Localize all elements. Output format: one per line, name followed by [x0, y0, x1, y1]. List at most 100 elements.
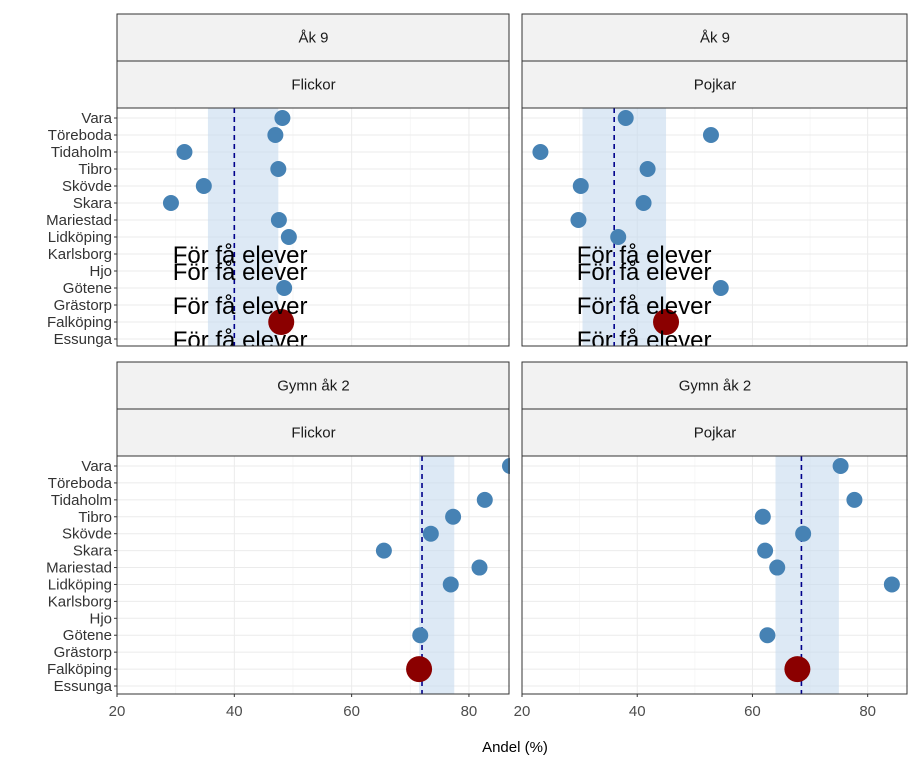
panel-4: Gymn åk 2 Pojkar 20 40 60 80: [514, 361, 908, 720]
point-lidköping: [883, 576, 900, 593]
point-töreboda: [267, 127, 284, 143]
y-tick-label: Mariestad: [46, 560, 112, 577]
y-tick-label: Karlsborg: [48, 593, 112, 610]
panel-border: [521, 107, 908, 347]
point-lidköping: [610, 229, 627, 245]
reference-band: [582, 108, 667, 346]
strip-top-label: Gymn åk 2: [277, 378, 350, 395]
reference-band: [775, 456, 839, 694]
point-vara: [832, 458, 849, 474]
x-tick-label: 40: [629, 703, 646, 720]
strip-top-box: [116, 13, 510, 62]
point-tibro: [445, 508, 462, 525]
y-tick-label: Tibro: [78, 161, 112, 178]
point-skara: [635, 195, 652, 211]
point-tibro: [270, 161, 287, 177]
point-falköping: [653, 309, 680, 335]
panel-plot-area: [522, 456, 908, 694]
y-tick-label: Tibro: [78, 509, 112, 526]
y-tick-label: Götene: [63, 627, 112, 644]
panel-3: Gymn åk 2 Flickor VaraTörebodaTidaholmTibr…: [46, 361, 510, 720]
too-few-label: För få elever: [577, 259, 712, 286]
y-tick-label: Tidaholm: [51, 144, 112, 161]
point-lidköping: [280, 229, 297, 245]
y-tick-label: Karlsborg: [48, 246, 112, 263]
point-tibro: [754, 508, 771, 525]
point-vara: [617, 110, 634, 126]
y-tick-label: Götene: [63, 280, 112, 297]
point-vara: [274, 110, 291, 126]
y-tick-label: Hjo: [89, 263, 112, 280]
point-tibro: [639, 161, 656, 177]
strip-top-box: [116, 361, 510, 410]
x-axis-title: Andel (%): [482, 739, 548, 756]
point-tidaholm: [846, 491, 863, 508]
point-skara: [375, 542, 392, 559]
strip-bottom-box: [116, 60, 510, 109]
y-tick-label: Mariestad: [46, 212, 112, 229]
too-few-label: För få elever: [577, 327, 712, 354]
strip-bottom-box: [521, 408, 908, 457]
x-tick-label: 60: [744, 703, 761, 720]
point-skövde: [795, 525, 812, 542]
panel-border: [116, 107, 510, 347]
y-tick-label: Skara: [73, 195, 113, 212]
y-tick-label: Falköping: [47, 661, 112, 678]
panel-plot-area: [117, 456, 510, 694]
y-tick-label: Skövde: [62, 526, 112, 543]
too-few-label: För få elever: [577, 293, 712, 320]
reference-band: [207, 108, 279, 346]
point-götene: [712, 280, 729, 296]
y-tick-label: Lidköping: [48, 229, 112, 246]
y-tick-label: Töreboda: [48, 127, 113, 144]
strip-bottom-box: [521, 60, 908, 109]
strip-bottom-label: Flickor: [291, 77, 335, 94]
strip-bottom-label: Flickor: [291, 425, 335, 442]
strip-bottom-label: Pojkar: [694, 77, 737, 94]
point-falköping: [406, 656, 433, 683]
too-few-label: För få elever: [173, 242, 308, 269]
point-götene: [412, 627, 429, 644]
point-skövde: [572, 178, 589, 194]
point-mariestad: [769, 559, 786, 576]
strip-top-box: [521, 361, 908, 410]
point-götene: [759, 627, 776, 644]
reference-band: [419, 456, 455, 694]
y-tick-label: Grästorp: [54, 297, 112, 314]
point-skövde: [422, 525, 439, 542]
point-falköping: [268, 309, 295, 335]
too-few-label: För få elever: [173, 293, 308, 320]
strip-bottom-label: Pojkar: [694, 425, 737, 442]
y-tick-label: Falköping: [47, 314, 112, 331]
strip-top-label: Gymn åk 2: [679, 378, 752, 395]
y-tick-label: Essunga: [54, 678, 113, 695]
point-mariestad: [270, 212, 287, 228]
y-tick-label: Vara: [81, 458, 112, 475]
y-tick-label: Skövde: [62, 178, 112, 195]
point-lidköping: [442, 576, 459, 593]
point-tidaholm: [532, 144, 549, 160]
point-tidaholm: [476, 491, 493, 508]
panel-border: [521, 455, 908, 695]
y-tick-label: Lidköping: [48, 576, 112, 593]
y-tick-label: Grästorp: [54, 644, 112, 661]
x-tick-label: 80: [461, 703, 478, 720]
point-tidaholm: [176, 144, 193, 160]
x-tick-label: 20: [514, 703, 531, 720]
point-mariestad: [471, 559, 488, 576]
too-few-label: För få elever: [173, 259, 308, 286]
y-tick-label: Hjo: [89, 610, 112, 627]
y-tick-label: Skara: [73, 543, 113, 560]
point-falköping: [784, 656, 811, 683]
point-vara: [502, 458, 510, 474]
too-few-label: För få elever: [577, 242, 712, 269]
point-töreboda: [702, 127, 719, 143]
strip-bottom-box: [116, 408, 510, 457]
x-tick-label: 60: [343, 703, 360, 720]
point-skara: [162, 195, 179, 211]
